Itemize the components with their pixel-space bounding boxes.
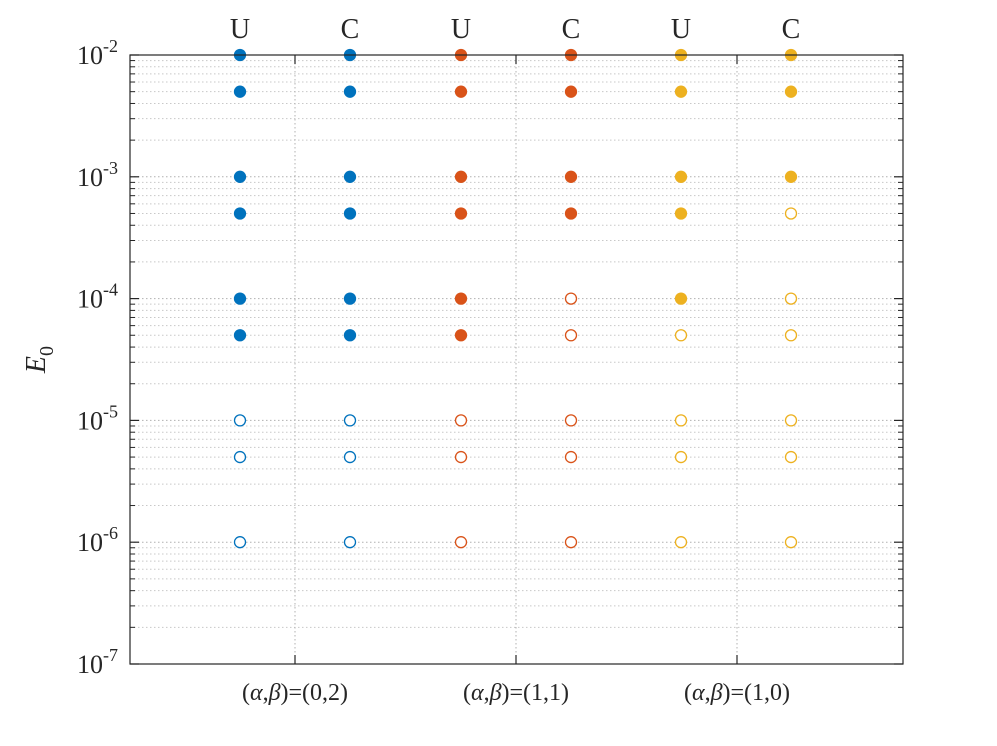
filled-point (674, 292, 688, 305)
open-point (564, 329, 578, 342)
y-tick-label: 10-6 (77, 523, 118, 557)
open-point (454, 536, 468, 549)
y-tick-label: 10-3 (77, 158, 118, 192)
open-point (343, 450, 357, 464)
y-axis-ticks: 10-7 10-6 10-5 10-4 10-3 10-2 (77, 36, 903, 679)
y-tick-label: 10-2 (77, 36, 118, 70)
filled-point (454, 170, 468, 183)
filled-point (564, 207, 578, 220)
filled-point (674, 170, 688, 183)
open-point (233, 536, 247, 549)
open-point (674, 450, 688, 464)
open-point (564, 292, 578, 305)
open-point (564, 450, 578, 464)
open-point (784, 207, 798, 220)
filled-point (343, 85, 357, 98)
open-point (564, 414, 578, 427)
filled-point (674, 207, 688, 220)
x-axis-ticks (294, 55, 738, 664)
filled-point (454, 329, 468, 342)
open-point (343, 536, 357, 549)
open-point (233, 414, 247, 427)
filled-point (233, 207, 247, 220)
filled-point (233, 329, 247, 342)
minor-grid (130, 60, 903, 628)
column-label: C (562, 14, 581, 45)
filled-point (233, 292, 247, 305)
filled-point (343, 170, 357, 183)
open-point (454, 414, 468, 427)
column-label: U (671, 14, 691, 45)
y-tick-label: 10-7 (77, 645, 118, 679)
filled-point (343, 207, 357, 220)
filled-point (343, 292, 357, 305)
y-tick-label: 10-5 (77, 401, 118, 435)
filled-point (674, 85, 688, 98)
open-point (674, 329, 688, 342)
category-labels: (α,β)=(0,2) (α,β)=(1,1) (α,β)=(1,0) (242, 680, 790, 706)
open-point (784, 292, 798, 305)
filled-point (564, 85, 578, 98)
filled-point (784, 170, 798, 183)
filled-point (784, 85, 798, 98)
filled-point (454, 85, 468, 98)
column-label: U (230, 14, 250, 45)
category-label: (α,β)=(1,0) (684, 680, 790, 706)
column-label: C (341, 14, 360, 45)
open-point (784, 414, 798, 427)
filled-point (454, 292, 468, 305)
open-point (564, 536, 578, 549)
y-axis-label: E0 (21, 346, 58, 374)
column-label: C (782, 14, 801, 45)
column-label: U (451, 14, 471, 45)
filled-point (233, 170, 247, 183)
open-point (343, 414, 357, 427)
major-grid (130, 55, 903, 664)
filled-point (454, 207, 468, 220)
open-point (454, 450, 468, 464)
filled-point (564, 170, 578, 183)
open-point (233, 450, 247, 464)
y-tick-label: 10-4 (77, 280, 118, 314)
open-point (784, 536, 798, 549)
category-label: (α,β)=(1,1) (463, 680, 569, 706)
filled-point (233, 85, 247, 98)
category-label: (α,β)=(0,2) (242, 680, 348, 706)
filled-point (343, 329, 357, 342)
open-point (784, 329, 798, 342)
open-point (674, 414, 688, 427)
data-points (233, 48, 798, 549)
open-point (674, 536, 688, 549)
open-point (784, 450, 798, 464)
